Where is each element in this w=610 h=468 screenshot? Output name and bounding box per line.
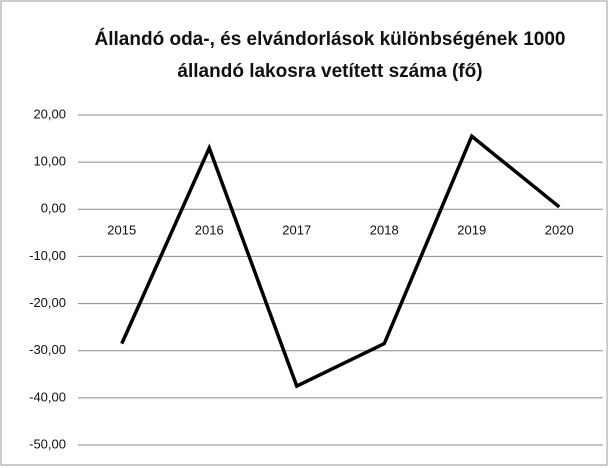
x-tick-label: 2018 (370, 223, 399, 238)
y-tick-label: -50,00 (29, 436, 66, 451)
y-tick-label: -30,00 (29, 342, 66, 357)
x-tick-label: 2019 (457, 223, 486, 238)
chart-title: állandó lakosra vetített száma (fő) (177, 61, 482, 82)
y-tick-label: -40,00 (29, 389, 66, 404)
y-tick-label: 10,00 (33, 154, 66, 169)
y-tick-label: -20,00 (29, 295, 66, 310)
x-tick-label: 2020 (545, 223, 574, 238)
y-tick-label: 20,00 (33, 106, 66, 121)
x-tick-label: 2016 (195, 223, 224, 238)
x-tick-label: 2017 (282, 223, 311, 238)
y-tick-label: 0,00 (41, 201, 66, 216)
y-tick-label: -10,00 (29, 248, 66, 263)
x-tick-label: 2015 (107, 223, 136, 238)
chart-title: Állandó oda-, és elvándorlások különbség… (95, 28, 566, 50)
data-line (120, 133, 561, 389)
